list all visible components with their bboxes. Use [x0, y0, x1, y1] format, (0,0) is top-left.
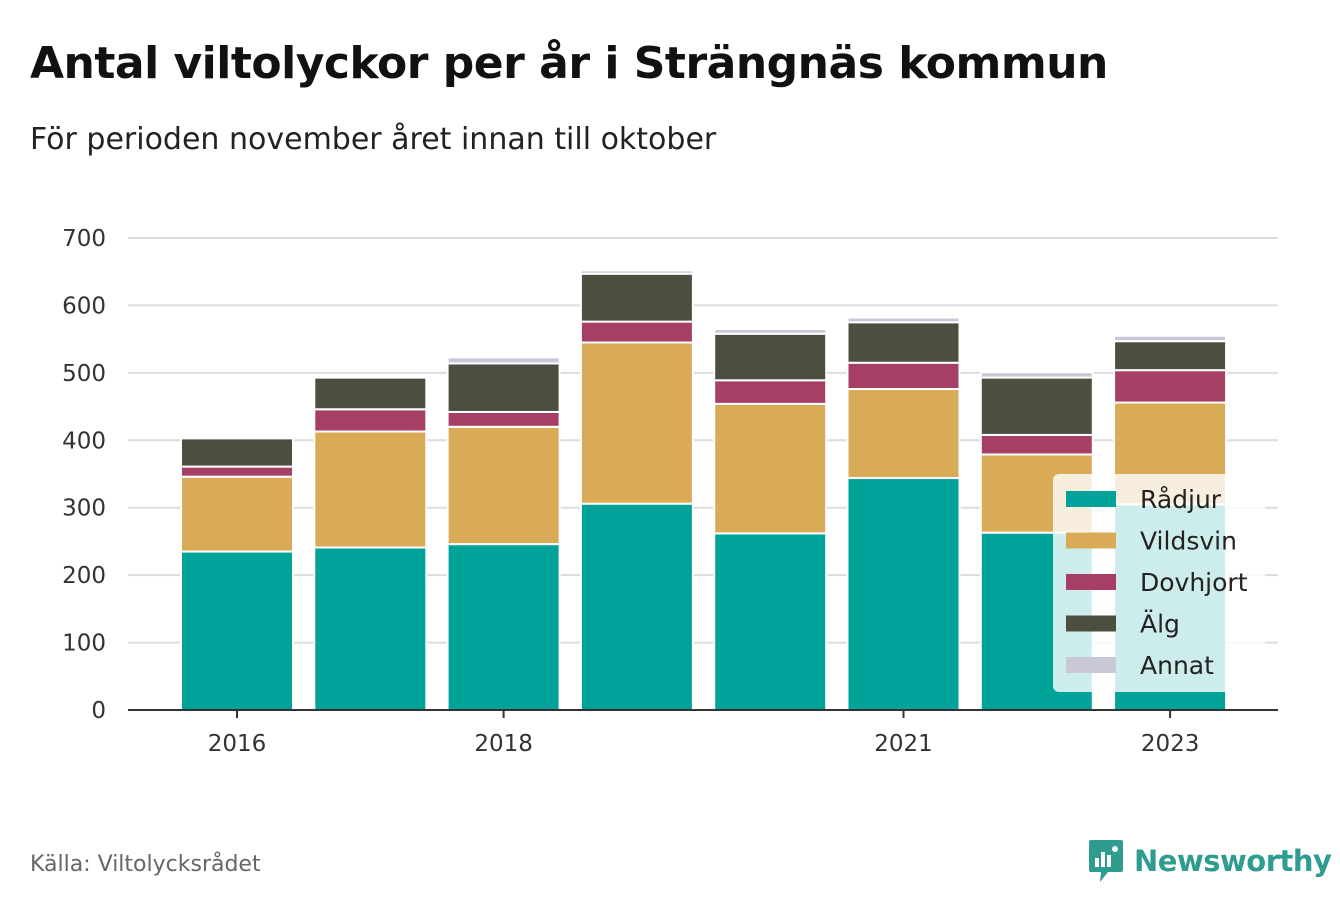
bar-segment-annat [1113, 334, 1228, 343]
bar-segment-vildsvin [446, 425, 561, 546]
legend-swatch-älg [1066, 615, 1116, 632]
y-tick-label: 600 [62, 293, 106, 319]
legend-swatch-annat [1066, 657, 1116, 673]
y-tick-label: 700 [62, 226, 106, 252]
bar-segment-annat [180, 435, 294, 440]
newsworthy-logo: Newsworthy [1088, 838, 1332, 884]
bar-segment-dovhjort [846, 361, 961, 391]
legend-swatch-dovhjort [1066, 574, 1116, 590]
bar-segment-dovhjort [579, 320, 694, 344]
x-tick-label: 2021 [874, 731, 933, 757]
bar-segment-älg [979, 376, 1094, 436]
bar-segment-rådjur [180, 550, 294, 711]
bar-segment-annat [313, 374, 428, 379]
y-tick-label: 200 [62, 563, 106, 589]
bar-segment-annat [979, 371, 1094, 379]
legend-label-dovhjort: Dovhjort [1140, 568, 1248, 597]
newsworthy-logo-icon [1089, 840, 1123, 882]
bar-segment-vildsvin [846, 388, 961, 480]
bar-segment-älg [713, 332, 828, 382]
legend-label-älg: Älg [1140, 610, 1180, 639]
bar-segment-dovhjort [979, 433, 1094, 456]
bar-segment-annat [579, 269, 694, 275]
bar-segment-älg [846, 321, 961, 364]
newsworthy-logo-text: Newsworthy [1134, 844, 1332, 878]
bar-segment-rådjur [579, 502, 694, 711]
y-tick-label: 0 [91, 698, 106, 724]
bar-segment-vildsvin [713, 402, 828, 535]
bar-segment-älg [579, 272, 694, 323]
legend: Rådjur Vildsvin Dovhjort Älg Annat [1053, 474, 1265, 692]
legend-box [1053, 474, 1265, 692]
y-tick-label: 400 [62, 428, 106, 454]
legend-label-rådjur: Rådjur [1140, 485, 1222, 514]
x-tick-label: 2023 [1141, 731, 1200, 757]
bar-segment-dovhjort [713, 379, 828, 405]
legend-label-annat: Annat [1140, 651, 1214, 680]
bar-segment-vildsvin [579, 341, 694, 505]
bar-segment-vildsvin [313, 430, 428, 549]
chart-title: Antal viltolyckor per år i Strängnäs kom… [30, 38, 1108, 89]
bar-segment-dovhjort [180, 465, 294, 478]
bar-segment-rådjur [846, 477, 961, 711]
bar-segment-dovhjort [446, 410, 561, 428]
bar-segment-annat [846, 316, 961, 324]
y-tick-label: 300 [62, 496, 106, 522]
legend-label-vildsvin: Vildsvin [1140, 527, 1237, 556]
bar-segment-rådjur [313, 546, 428, 711]
bar-segment-älg [180, 437, 294, 468]
bar-segment-dovhjort [1113, 369, 1228, 404]
bar-segment-rådjur [713, 532, 828, 712]
bar-segment-annat [713, 328, 828, 335]
bar-segment-rådjur [446, 543, 561, 712]
x-axis: 2016 2018 2021 2023 [128, 709, 1278, 757]
source-note: Källa: Viltolycksrådet [30, 852, 261, 877]
x-tick-label: 2018 [474, 731, 533, 757]
x-tick-label: 2016 [208, 731, 267, 757]
bar-segment-älg [313, 376, 428, 411]
bar-segment-älg [1113, 340, 1228, 372]
y-axis-ticks: 0 100 200 300 400 500 600 700 [62, 226, 106, 724]
bar-segment-älg [446, 362, 561, 413]
bar-segment-annat [446, 356, 561, 365]
y-tick-label: 500 [62, 361, 106, 387]
legend-swatch-vildsvin [1066, 532, 1116, 549]
bar-segment-vildsvin [180, 475, 294, 553]
chart-subtitle: För perioden november året innan till ok… [30, 122, 717, 157]
legend-swatch-rådjur [1066, 491, 1116, 507]
y-tick-label: 100 [62, 631, 106, 657]
bar-segment-dovhjort [313, 408, 428, 433]
